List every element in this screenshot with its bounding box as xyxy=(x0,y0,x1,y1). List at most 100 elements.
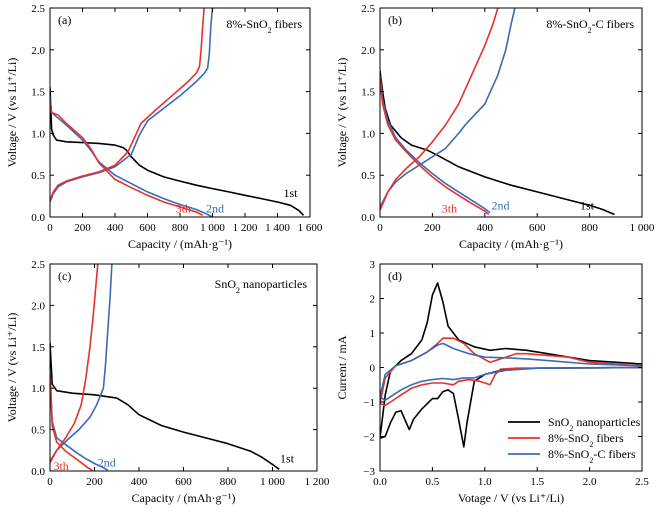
x-tick-label: 2.0 xyxy=(583,476,597,488)
y-tick-label: 0.5 xyxy=(31,170,45,182)
series-line-a-4 xyxy=(50,8,205,201)
series-line-a-2 xyxy=(50,8,214,203)
x-axis-label: Capacity / (mAh·g⁻¹) xyxy=(459,237,563,251)
series-line-a-0 xyxy=(50,87,305,216)
y-tick-label: 0.0 xyxy=(31,466,45,478)
y-tick-label: 0.0 xyxy=(31,212,45,224)
y-tick-label: 1.5 xyxy=(31,342,45,354)
x-tick-label: 600 xyxy=(139,222,156,234)
y-tick-label: 0.0 xyxy=(361,212,375,224)
cycle-label-2nd: 2nd xyxy=(206,202,224,216)
y-tick-label: 1.0 xyxy=(31,128,45,140)
y-tick-label: −1 xyxy=(363,397,375,409)
y-tick-label: 2.0 xyxy=(31,45,45,57)
cycle-label-2nd: 2nd xyxy=(492,198,510,212)
y-tick-label: 0.5 xyxy=(361,170,375,182)
plot-frame-c xyxy=(49,263,318,472)
x-tick-label: 1.0 xyxy=(478,476,492,488)
x-tick-label: 1 600 xyxy=(298,222,323,234)
cycle-label-3th: 3th xyxy=(53,459,68,473)
y-tick-label: 2.0 xyxy=(361,45,375,57)
panel-title: 8%-SnO2 fibers xyxy=(226,17,302,35)
y-tick-label: 1.0 xyxy=(31,383,45,395)
panel-title: SnO2 nanoparticles xyxy=(215,277,308,295)
y-axis-label: Voltage / V (vs Li⁺/Li) xyxy=(5,313,19,423)
x-tick-label: 1 200 xyxy=(233,222,258,234)
panel-label: (d) xyxy=(388,269,402,283)
x-axis-label: Capacity / (mAh·g⁻¹) xyxy=(128,237,232,251)
plot-frame-b xyxy=(379,7,643,218)
cycle-label-1st: 1st xyxy=(580,198,595,212)
y-tick-label: −3 xyxy=(363,466,375,478)
y-tick-label: 2.0 xyxy=(31,300,45,312)
x-tick-label: 800 xyxy=(581,222,598,234)
legend-label: SnO2 nanoparticles xyxy=(548,415,641,433)
legend-label: 8%-SnO2 fibers xyxy=(548,431,624,449)
x-tick-label: 1 200 xyxy=(305,476,330,488)
x-tick-label: 1 000 xyxy=(260,476,285,488)
series-line-a-3 xyxy=(50,103,204,217)
x-tick-label: 1.5 xyxy=(530,476,544,488)
series-line-c-2 xyxy=(50,264,113,462)
y-axis-label: Voltage / V (vs Li⁺/Li) xyxy=(335,58,349,168)
chart-panel-c: 0 200 400 600 800 1 000 1 200 0.0 0.5 1.0 1.5 2.0 2.… xyxy=(5,259,330,505)
series-line-d-2 xyxy=(380,342,642,402)
x-tick-label: 1 000 xyxy=(200,222,225,234)
x-tick-label: 0 xyxy=(377,222,383,234)
x-tick-label: 2.5 xyxy=(635,476,649,488)
y-tick-label: 2.5 xyxy=(31,259,45,271)
y-tick-label: 0.5 xyxy=(31,425,45,437)
y-tick-label: 0 xyxy=(370,363,376,375)
x-tick-label: 600 xyxy=(175,476,192,488)
y-tick-label: −2 xyxy=(363,432,375,444)
y-tick-label: 2.5 xyxy=(361,3,375,15)
series-line-b-1 xyxy=(380,74,491,214)
series-line-a-1 xyxy=(50,95,213,217)
x-axis-label: Capacity / (mAh·g⁻¹) xyxy=(132,491,236,505)
cycle-label-1st: 1st xyxy=(283,186,298,200)
series-line-b-0 xyxy=(380,70,615,216)
x-tick-label: 800 xyxy=(220,476,237,488)
cycle-label-3th: 3th xyxy=(442,202,457,216)
panel-label: (c) xyxy=(58,269,71,283)
series-line-c-4 xyxy=(50,264,99,464)
series-line-b-4 xyxy=(380,8,499,211)
cycle-label-3th: 3th xyxy=(176,202,191,216)
y-tick-label: 1.5 xyxy=(361,87,375,99)
chart-panel-d: 0.0 0.5 1.0 1.5 2.0 2.5 −3 −2 −1 0 1 2 3 Votage / V (… xyxy=(335,259,649,505)
x-tick-label: 200 xyxy=(424,222,441,234)
series-line-b-2 xyxy=(380,8,516,208)
x-tick-label: 0 xyxy=(47,222,53,234)
cycle-label-1st: 1st xyxy=(280,452,295,466)
y-tick-label: 2.5 xyxy=(31,3,45,15)
series-line-c-1 xyxy=(50,371,109,471)
x-tick-label: 600 xyxy=(529,222,546,234)
plot-frame-a xyxy=(49,7,311,218)
series-line-c-0 xyxy=(50,342,280,470)
chart-panel-b: 0 200 400 600 800 1 000 0.0 0.5 1.0 1.5 2.0 2.5 Capa… xyxy=(335,3,655,251)
x-axis-label: Votage / V (vs Li⁺/Li) xyxy=(458,491,564,505)
y-axis-label: Voltage / V (vs Li⁺/Li) xyxy=(5,58,19,168)
y-tick-label: 1.0 xyxy=(361,128,375,140)
panel-title: 8%-SnO2-C fibers xyxy=(546,17,634,35)
y-tick-label: 1 xyxy=(370,328,376,340)
y-tick-label: 1.5 xyxy=(31,87,45,99)
y-tick-label: 3 xyxy=(370,259,376,271)
x-tick-label: 400 xyxy=(131,476,148,488)
x-tick-label: 0.0 xyxy=(373,476,387,488)
x-tick-label: 400 xyxy=(477,222,494,234)
panel-label: (a) xyxy=(58,13,71,27)
y-axis-label: Current / mA xyxy=(335,335,349,399)
x-tick-label: 1 000 xyxy=(630,222,655,234)
legend-label: 8%-SnO2-C fibers xyxy=(548,447,636,465)
x-tick-label: 400 xyxy=(107,222,124,234)
x-tick-label: 200 xyxy=(86,476,103,488)
x-tick-label: 800 xyxy=(172,222,189,234)
x-tick-label: 1 400 xyxy=(265,222,290,234)
x-tick-label: 0 xyxy=(47,476,53,488)
x-tick-label: 200 xyxy=(74,222,91,234)
series-line-d-1 xyxy=(380,337,642,407)
x-tick-label: 0.5 xyxy=(426,476,440,488)
